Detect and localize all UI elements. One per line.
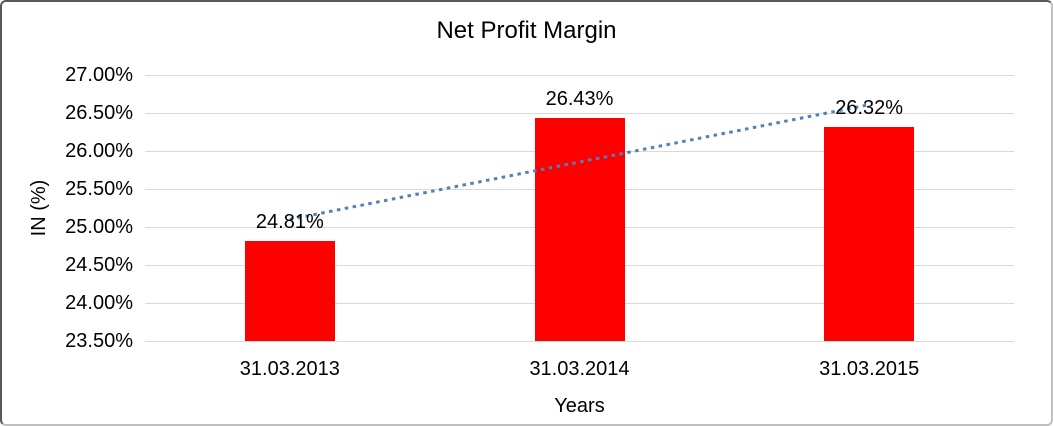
y-axis-title: IN (%) [28, 179, 50, 237]
x-axis-title: Years [554, 395, 605, 417]
bar-value-label: 26.43% [545, 88, 614, 111]
y-axis-tick-label: 23.50% [65, 330, 133, 352]
y-axis-tick-label: 26.50% [65, 102, 133, 124]
x-axis-tick-label: 31.03.2013 [239, 358, 340, 380]
y-axis-tick-label: 24.50% [65, 254, 133, 276]
bar [824, 126, 915, 341]
y-axis-tick-label: 26.00% [65, 140, 133, 162]
bar-value-label: 26.32% [835, 96, 904, 119]
bar-value-label: 24.81% [255, 211, 324, 234]
chart-title: Net Profit Margin [436, 17, 617, 44]
y-axis-tick-label: 27.00% [65, 64, 133, 86]
bar [244, 241, 335, 341]
y-axis-tick-label: 25.00% [65, 216, 133, 238]
gridline [145, 340, 1014, 342]
gridline [145, 74, 1014, 76]
bar [534, 118, 625, 341]
y-axis-tick-label: 25.50% [65, 178, 133, 200]
x-axis-tick-label: 31.03.2015 [819, 358, 920, 380]
x-axis-tick-label: 31.03.2014 [529, 358, 630, 380]
y-axis-tick-label: 24.00% [65, 292, 133, 314]
